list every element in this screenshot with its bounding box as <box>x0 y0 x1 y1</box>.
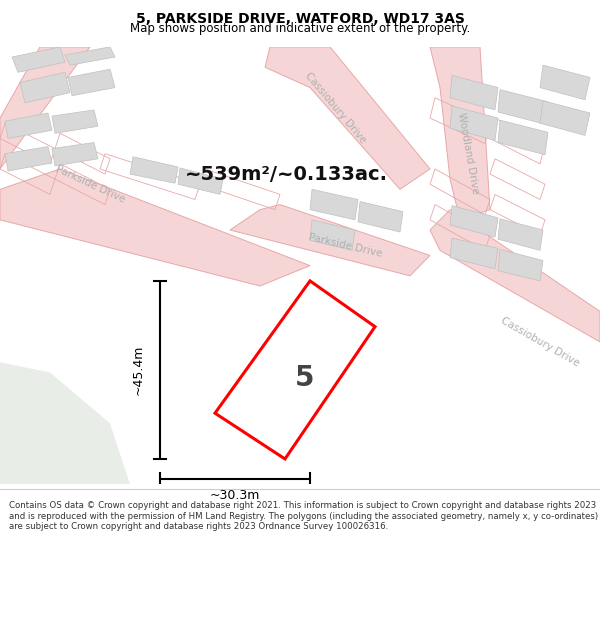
Polygon shape <box>540 101 590 136</box>
Polygon shape <box>430 209 600 342</box>
Polygon shape <box>498 219 543 251</box>
Polygon shape <box>430 47 490 220</box>
Polygon shape <box>5 113 52 139</box>
Text: ~30.3m: ~30.3m <box>210 489 260 502</box>
Polygon shape <box>450 76 498 110</box>
Polygon shape <box>265 47 430 189</box>
Polygon shape <box>0 362 130 484</box>
Polygon shape <box>498 120 548 155</box>
Text: Contains OS data © Crown copyright and database right 2021. This information is : Contains OS data © Crown copyright and d… <box>9 501 598 531</box>
Polygon shape <box>130 157 178 183</box>
Polygon shape <box>178 168 223 194</box>
Polygon shape <box>0 47 90 169</box>
Text: ~45.4m: ~45.4m <box>131 345 145 395</box>
Text: 5: 5 <box>295 364 315 391</box>
Polygon shape <box>230 204 430 276</box>
Polygon shape <box>5 147 52 171</box>
Text: ~539m²/~0.133ac.: ~539m²/~0.133ac. <box>185 164 388 184</box>
Text: Cassiobury Drive: Cassiobury Drive <box>302 71 367 145</box>
Text: Parkside Drive: Parkside Drive <box>307 232 383 259</box>
Polygon shape <box>498 249 543 281</box>
Polygon shape <box>498 89 548 124</box>
Polygon shape <box>450 106 498 141</box>
Polygon shape <box>52 110 98 133</box>
Polygon shape <box>310 220 355 251</box>
Polygon shape <box>68 69 115 96</box>
Polygon shape <box>540 65 590 100</box>
Polygon shape <box>52 142 98 166</box>
Polygon shape <box>450 206 498 237</box>
Text: 5, PARKSIDE DRIVE, WATFORD, WD17 3AS: 5, PARKSIDE DRIVE, WATFORD, WD17 3AS <box>136 12 464 26</box>
Polygon shape <box>12 47 65 72</box>
Polygon shape <box>65 47 115 65</box>
Polygon shape <box>0 169 310 286</box>
Text: Map shows position and indicative extent of the property.: Map shows position and indicative extent… <box>130 22 470 35</box>
Polygon shape <box>310 189 358 220</box>
Text: Parkside Drive: Parkside Drive <box>54 164 126 204</box>
Polygon shape <box>215 281 375 459</box>
Polygon shape <box>450 238 498 269</box>
Text: Woodland Drive: Woodland Drive <box>456 112 480 196</box>
Text: Cassiobury Drive: Cassiobury Drive <box>499 316 581 369</box>
Polygon shape <box>358 201 403 232</box>
Polygon shape <box>20 72 70 103</box>
